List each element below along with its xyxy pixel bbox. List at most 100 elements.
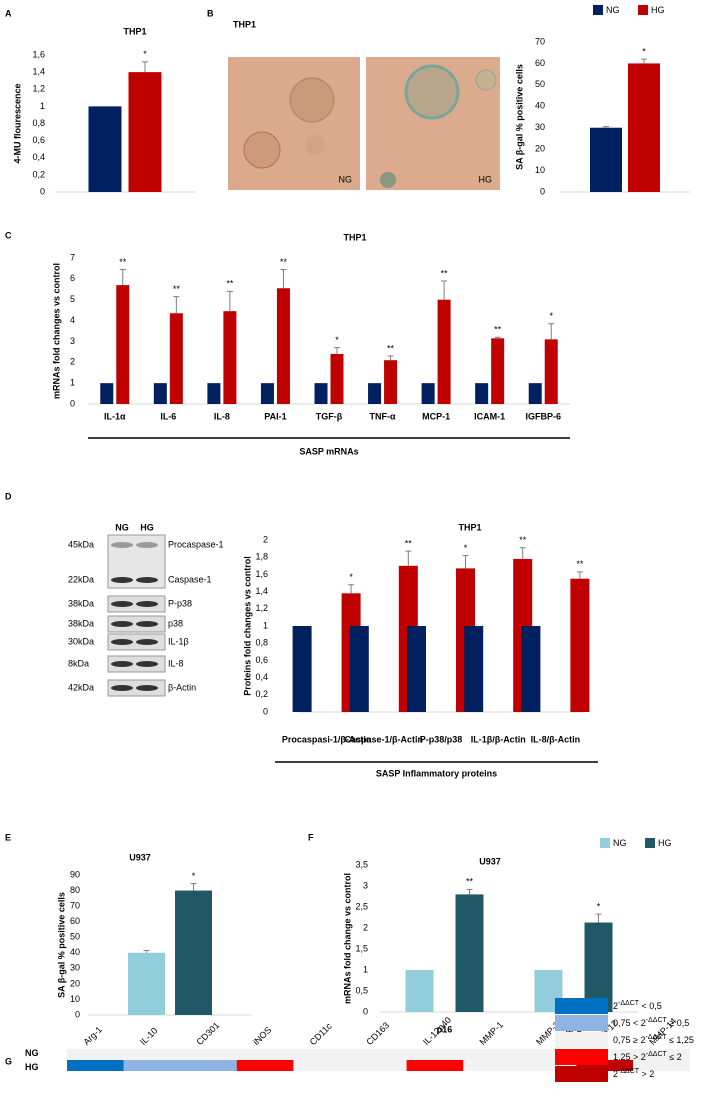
error-bar xyxy=(119,268,126,286)
y-tick-label: 1,6 xyxy=(32,49,45,59)
chart-title: THP1 xyxy=(343,232,366,242)
y-tick-label: 7 xyxy=(70,252,75,262)
bar xyxy=(628,63,660,192)
legend-text-part: ≤ 1,25 xyxy=(666,1035,693,1045)
y-tick-label: 0 xyxy=(75,1009,80,1019)
x-tick-label: IL-1α xyxy=(104,411,126,421)
y-tick-label: 60 xyxy=(70,916,80,926)
x-tick-label: PAI-1 xyxy=(264,411,286,421)
bar xyxy=(175,890,212,1015)
legend-text-part: -ΔΔCT xyxy=(618,1068,640,1075)
y-tick-label: 3,5 xyxy=(355,859,368,869)
bar xyxy=(330,353,344,404)
bar xyxy=(491,338,505,404)
y-tick-label: 30 xyxy=(70,963,80,973)
cell xyxy=(475,69,497,91)
bar xyxy=(584,922,613,1012)
error-bar xyxy=(143,949,150,953)
bar xyxy=(169,313,183,404)
error-bar xyxy=(548,323,555,340)
size-label: 38kDa xyxy=(68,618,94,628)
significance: * xyxy=(642,47,646,57)
legend-text-part: 0,75 < 2 xyxy=(613,1018,646,1028)
legend-label: NG xyxy=(613,838,627,848)
error-bar xyxy=(641,58,647,64)
column-label: IL-10 xyxy=(138,1026,160,1048)
error-bar xyxy=(441,280,448,300)
column-label: CD11c xyxy=(308,1021,334,1047)
y-tick-label: 20 xyxy=(535,144,545,154)
bar xyxy=(116,285,130,404)
heatmap-cell xyxy=(576,1060,634,1071)
significance: ** xyxy=(466,877,474,887)
legend-text-part: ≥ 0,5 xyxy=(667,1018,689,1028)
bar xyxy=(207,383,221,404)
protein-label: IL-8 xyxy=(168,658,184,668)
error-bar xyxy=(142,61,148,73)
bar xyxy=(88,106,122,192)
blot-band xyxy=(136,639,158,645)
significance: ** xyxy=(405,539,413,549)
size-label: 30kDa xyxy=(68,636,94,646)
chart-title: THP1 xyxy=(458,522,481,532)
column-label: CD163 xyxy=(364,1020,391,1047)
legend-label: HG xyxy=(658,838,672,848)
y-tick-label: 0,2 xyxy=(32,169,45,179)
blot-band xyxy=(111,661,133,667)
error-bar xyxy=(576,571,583,579)
y-tick-label: 2,5 xyxy=(355,901,368,911)
y-tick-label: 3 xyxy=(70,336,75,346)
heatmap-cell xyxy=(519,1060,577,1071)
column-label: Arg-1 xyxy=(81,1024,104,1047)
significance: ** xyxy=(387,343,395,353)
protein-label: β-Actin xyxy=(168,682,196,692)
y-tick-label: 1 xyxy=(363,964,368,974)
bar xyxy=(421,383,435,404)
bar xyxy=(464,626,484,712)
bar xyxy=(521,626,541,712)
cell xyxy=(380,172,396,188)
x-tick-label: IL-6 xyxy=(160,411,176,421)
protein-label: IL-1β xyxy=(168,636,189,646)
bar xyxy=(405,970,434,1012)
protein-label: p38 xyxy=(168,618,183,628)
panel-letter: C xyxy=(5,230,12,240)
bar xyxy=(314,383,328,404)
significance: * xyxy=(143,49,147,59)
significance: ** xyxy=(519,535,527,545)
y-tick-label: 90 xyxy=(70,869,80,879)
y-tick-label: 1 xyxy=(40,101,45,111)
error-bar xyxy=(173,296,180,314)
y-tick-label: 2 xyxy=(70,357,75,367)
y-tick-label: 80 xyxy=(70,885,80,895)
legend-label: 1,25 > 2-ΔΔCT ≤ 2 xyxy=(613,1051,682,1062)
heatmap-cell xyxy=(350,1049,407,1060)
heatmap-cell xyxy=(350,1060,407,1071)
heatmap-cell xyxy=(123,1060,181,1071)
significance: ** xyxy=(226,279,234,289)
y-tick-label: 0,5 xyxy=(355,985,368,995)
bar xyxy=(455,894,484,1012)
x-tick-label: TGF-β xyxy=(316,411,343,421)
significance: * xyxy=(349,572,353,582)
y-tick-label: 0,4 xyxy=(255,672,268,682)
x-tick-label: ICAM-1 xyxy=(474,411,505,421)
y-tick-label: 20 xyxy=(70,978,80,988)
heatmap-cell xyxy=(406,1060,464,1071)
size-label: 8kDa xyxy=(68,658,89,668)
panel-letter: A xyxy=(5,8,12,18)
significance: ** xyxy=(119,257,127,267)
legend-text-part: < 0,5 xyxy=(639,1001,662,1011)
legend-swatch xyxy=(555,1066,608,1082)
legend-label: 2-ΔΔCT > 2 xyxy=(613,1068,654,1079)
x-tick-label: P-p38/p38 xyxy=(420,734,463,744)
bar xyxy=(128,72,162,192)
significance: ** xyxy=(576,559,584,569)
y-tick-label: 10 xyxy=(70,994,80,1004)
protein-label: P-p38 xyxy=(168,598,192,608)
y-tick-label: 4 xyxy=(70,315,75,325)
significance: * xyxy=(549,311,553,321)
legend-swatch xyxy=(600,838,610,848)
y-axis-label: SA β-gal % positive cells xyxy=(514,64,524,170)
column-label: iNOS xyxy=(251,1025,273,1047)
